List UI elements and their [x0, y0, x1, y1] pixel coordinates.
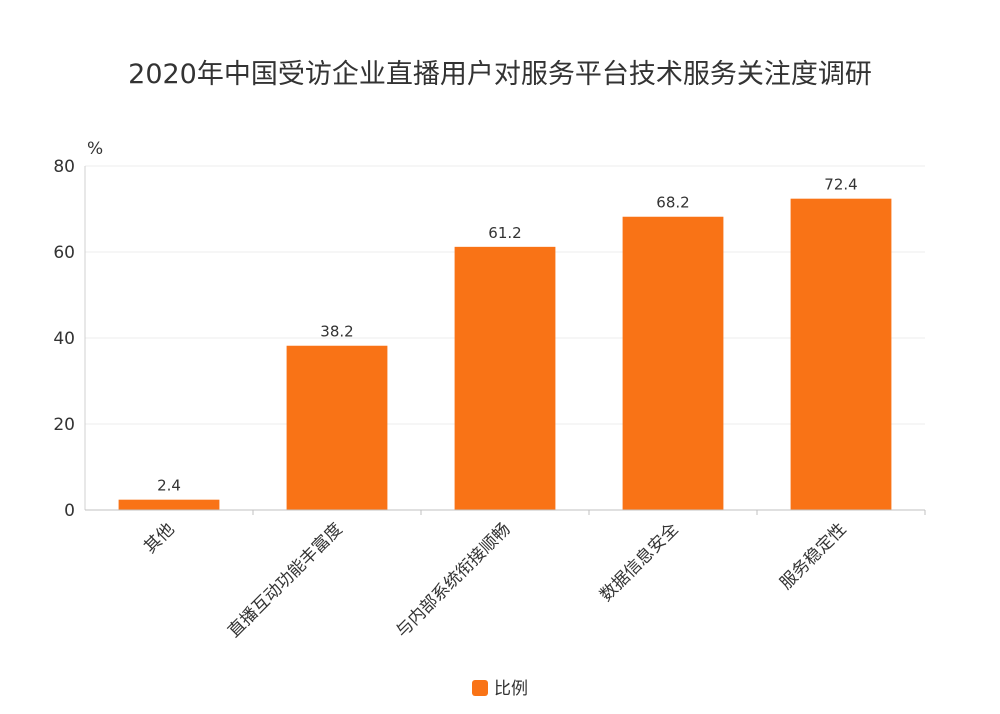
- y-tick-label: 60: [53, 243, 75, 263]
- y-tick-label: 20: [53, 415, 75, 435]
- data-label: 2.4: [157, 477, 181, 495]
- bar: [454, 246, 556, 510]
- legend-label: 比例: [494, 679, 528, 699]
- x-tick-label: 直播互动功能丰富度: [224, 519, 346, 641]
- x-tick-label: 数据信息安全: [596, 519, 682, 605]
- chart-title: 2020年中国受访企业直播用户对服务平台技术服务关注度调研: [128, 59, 872, 90]
- data-label: 72.4: [824, 176, 857, 194]
- bar: [622, 216, 724, 511]
- y-tick-label: 80: [53, 157, 75, 177]
- bar: [118, 499, 220, 510]
- x-tick-label: 与内部系统衔接顺畅: [392, 519, 514, 641]
- data-label: 38.2: [320, 323, 353, 341]
- data-label: 61.2: [488, 224, 521, 242]
- data-label: 68.2: [656, 194, 689, 212]
- x-tick-label: 其他: [140, 519, 178, 557]
- y-tick-label: 0: [64, 501, 75, 521]
- bar: [286, 345, 388, 510]
- y-unit-label: %: [87, 139, 103, 159]
- legend[interactable]: 比例: [0, 674, 1000, 699]
- legend-swatch: [472, 680, 488, 696]
- bar: [790, 198, 892, 510]
- x-tick-label: 服务稳定性: [776, 519, 850, 593]
- y-tick-label: 40: [53, 329, 75, 349]
